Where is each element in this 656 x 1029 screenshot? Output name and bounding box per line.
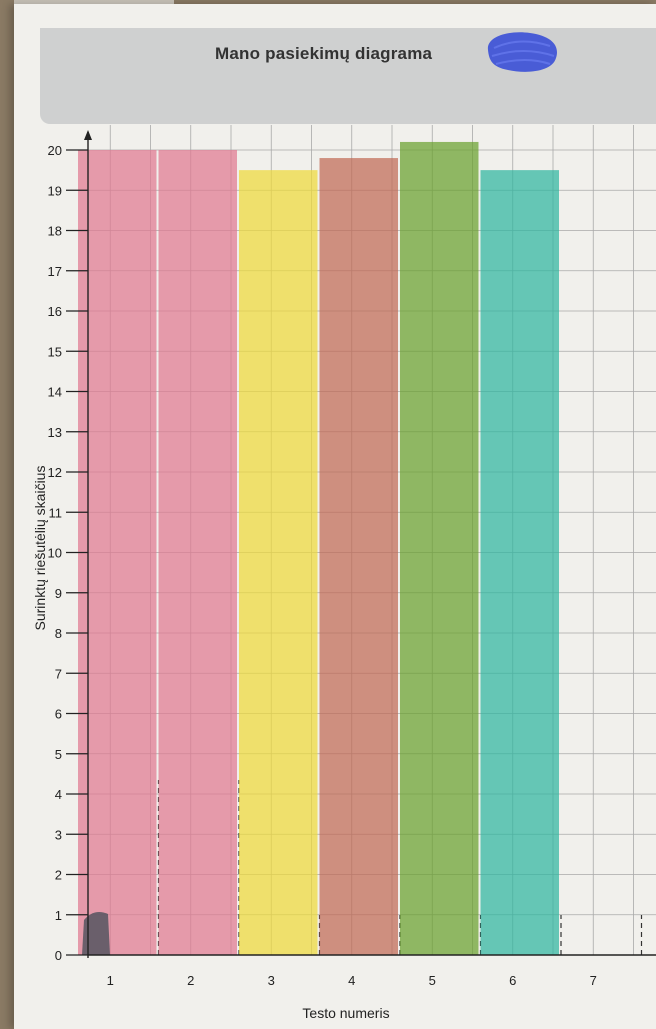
y-axis-arrow — [84, 130, 92, 140]
y-tick-7: 7 — [55, 666, 62, 681]
y-tick-14: 14 — [48, 385, 62, 400]
x-tick-2: 2 — [187, 973, 194, 988]
y-tick-10: 10 — [48, 546, 62, 561]
x-tick-5: 5 — [429, 973, 436, 988]
y-tick-16: 16 — [48, 304, 62, 319]
dark-mark — [82, 912, 110, 955]
y-tick-4: 4 — [55, 787, 62, 802]
y-tick-17: 17 — [48, 264, 62, 279]
y-tick-18: 18 — [48, 224, 62, 239]
scribble-mark — [487, 32, 557, 72]
y-tick-1: 1 — [55, 908, 62, 923]
x-tick-3: 3 — [268, 973, 275, 988]
y-tick-19: 19 — [48, 183, 62, 198]
x-tick-1: 1 — [107, 973, 114, 988]
y-tick-8: 8 — [55, 626, 62, 641]
bar-test-3 — [239, 170, 318, 955]
y-tick-6: 6 — [55, 707, 62, 722]
y-tick-13: 13 — [48, 425, 62, 440]
y-tick-2: 2 — [55, 868, 62, 883]
x-tick-6: 6 — [509, 973, 516, 988]
bar-test-4 — [319, 158, 398, 956]
bar-test-5 — [400, 141, 479, 955]
y-axis-label: Surinktų riešutėlių skaičius — [32, 466, 48, 631]
y-tick-11: 11 — [49, 505, 63, 520]
x-axis-label: Testo numeris — [302, 1005, 389, 1021]
x-tick-4: 4 — [348, 973, 355, 988]
y-tick-3: 3 — [55, 827, 62, 842]
y-tick-0: 0 — [55, 948, 62, 963]
axes — [84, 130, 656, 958]
y-tick-15: 15 — [48, 344, 62, 359]
bar-test-1 — [78, 150, 157, 955]
y-tick-5: 5 — [55, 747, 62, 762]
y-tick-12: 12 — [48, 465, 62, 480]
bar-test-6 — [480, 170, 559, 955]
x-tick-7: 7 — [590, 973, 597, 988]
chart-title: Mano pasiekimų diagrama — [215, 44, 433, 63]
scribble-lines — [491, 40, 555, 65]
y-tick-9: 9 — [55, 586, 62, 601]
bar-test-2 — [158, 150, 237, 955]
bars — [78, 141, 643, 956]
y-tick-20: 20 — [48, 143, 62, 158]
